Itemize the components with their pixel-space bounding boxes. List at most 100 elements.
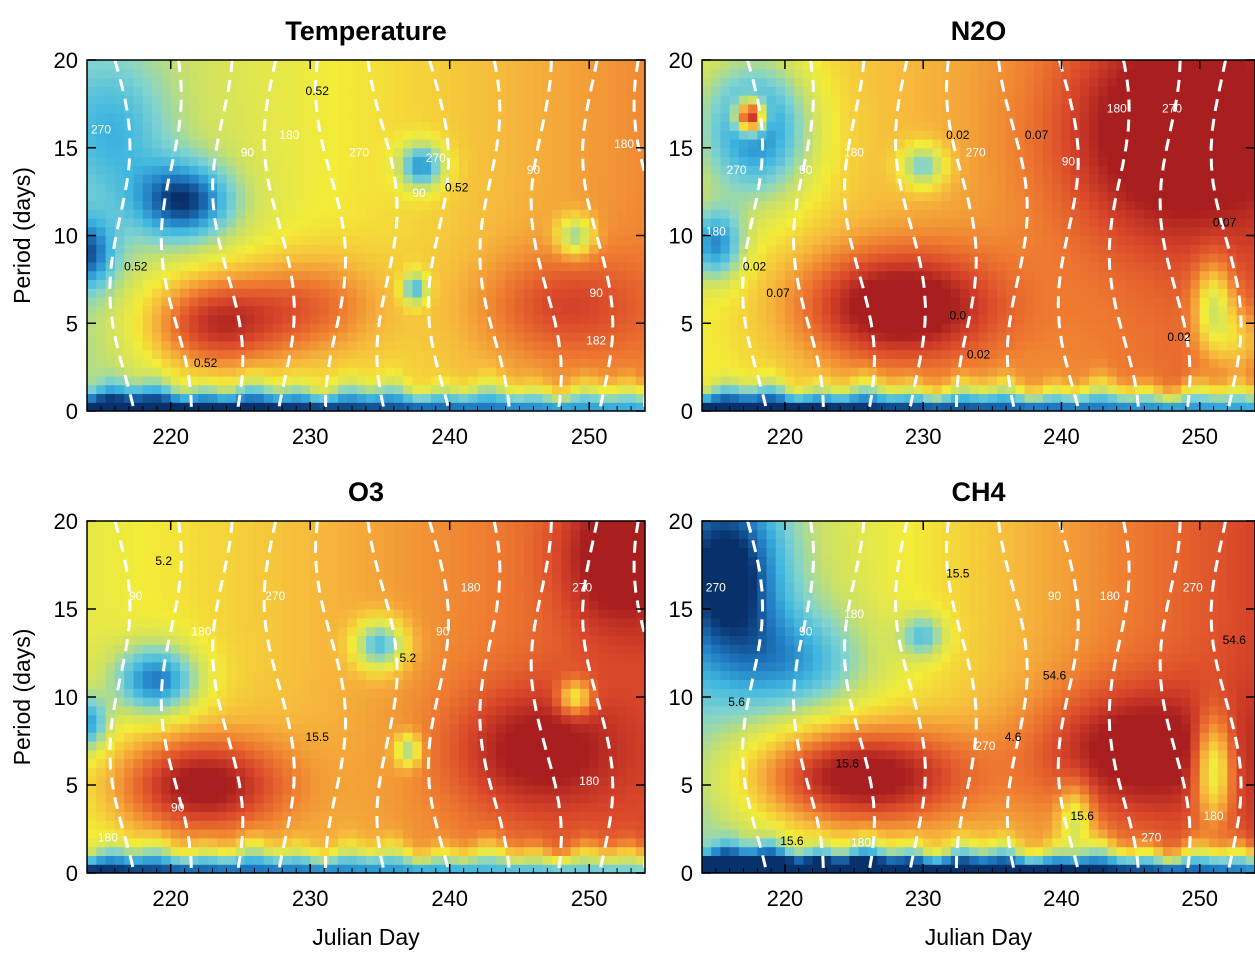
heatmap-cell [338, 147, 348, 158]
heatmap-cell [1107, 253, 1118, 263]
heatmap-cell [440, 375, 451, 386]
heatmap-cell [319, 253, 330, 263]
heatmap-cell [1218, 147, 1228, 158]
heatmap-cell [913, 200, 924, 210]
heatmap-cell [310, 200, 321, 210]
heatmap-cell [1199, 121, 1210, 131]
heatmap-cell [969, 130, 980, 140]
heatmap-cell [978, 60, 989, 70]
heatmap-cell [449, 103, 460, 114]
heatmap-cell [105, 147, 116, 158]
heatmap-cell [738, 165, 749, 175]
heatmap-cell [142, 95, 153, 105]
heatmap-cell [711, 253, 722, 263]
heatmap-cell [421, 200, 432, 210]
heatmap-cell [105, 156, 116, 166]
heatmap-cell [1199, 332, 1210, 342]
heatmap-cell [626, 95, 637, 105]
heatmap-cell [729, 68, 740, 79]
heatmap-cell [941, 165, 952, 175]
heatmap-cell [207, 226, 218, 237]
heatmap-cell [366, 296, 376, 307]
heatmap-cell [1245, 95, 1255, 105]
heatmap-cell [766, 279, 777, 289]
heatmap-cell [505, 226, 516, 237]
heatmap-cell [858, 200, 869, 210]
heatmap-cell [1245, 68, 1255, 79]
heatmap-cell [198, 332, 209, 342]
heatmap-cell [960, 112, 970, 123]
heatmap-cell [300, 402, 311, 411]
heatmap-cell [1153, 349, 1164, 359]
heatmap-cell [393, 112, 404, 123]
heatmap-cell [1052, 103, 1063, 114]
heatmap-cell [702, 393, 712, 403]
heatmap-cell [105, 340, 116, 351]
heatmap-cell [263, 253, 274, 263]
heatmap-cell [328, 130, 339, 140]
heatmap-cell [142, 235, 153, 245]
heatmap-cell [514, 279, 525, 289]
heatmap-cell [1172, 121, 1182, 131]
heatmap-cell [635, 296, 645, 307]
heatmap-cell [1089, 86, 1099, 96]
heatmap-cell [124, 270, 135, 280]
heatmap-cell [1006, 349, 1016, 359]
heatmap-cell [904, 332, 915, 342]
heatmap-cell [124, 349, 135, 359]
heatmap-cell [87, 235, 97, 245]
heatmap-cell [291, 349, 302, 359]
heatmap-cell [987, 112, 998, 123]
heatmap-cell [570, 121, 581, 131]
heatmap-cell [794, 191, 804, 202]
heatmap-cell [152, 138, 162, 149]
heatmap-cell [273, 95, 283, 105]
heatmap-cell [1153, 384, 1164, 395]
heatmap-cell [978, 182, 989, 193]
heatmap-cell [812, 314, 823, 324]
heatmap-cell [1043, 95, 1053, 105]
heatmap-cell [180, 77, 190, 87]
heatmap-cell [757, 103, 768, 114]
heatmap-cell [412, 165, 423, 175]
heatmap-cell [812, 68, 823, 79]
heatmap-cell [932, 165, 943, 175]
heatmap-cell [328, 253, 339, 263]
heatmap-cell [1144, 349, 1155, 359]
heatmap-cell [1144, 244, 1155, 254]
heatmap-cell [356, 270, 367, 280]
heatmap-cell [895, 358, 906, 368]
heatmap-cell [161, 332, 172, 342]
heatmap-cell [180, 138, 190, 149]
heatmap-cell [1052, 358, 1063, 368]
heatmap-cell [867, 95, 878, 105]
heatmap-cell [1218, 95, 1228, 105]
heatmap-cell [720, 288, 731, 298]
heatmap-cell [403, 217, 414, 228]
heatmap-cell [1116, 305, 1127, 316]
heatmap-cell [291, 358, 302, 368]
heatmap-cell [812, 384, 823, 395]
heatmap-cell [310, 156, 321, 166]
heatmap-cell [821, 174, 832, 184]
heatmap-cell [310, 226, 321, 237]
heatmap-cell [226, 191, 237, 202]
heatmap-cell [738, 367, 749, 377]
heatmap-cell [784, 349, 795, 359]
heatmap-cell [720, 182, 731, 193]
heatmap-cell [589, 288, 600, 298]
heatmap-cell [932, 261, 943, 272]
heatmap-cell [1006, 103, 1016, 114]
heatmap-cell [635, 279, 645, 289]
heatmap-cell [589, 253, 600, 263]
heatmap-cell [987, 156, 998, 166]
heatmap-cell [1162, 270, 1173, 280]
heatmap-cell [217, 191, 228, 202]
heatmap-cell [895, 235, 906, 245]
heatmap-cell [1245, 375, 1255, 386]
heatmap-cell [932, 384, 943, 395]
heatmap-cell [867, 305, 878, 316]
heatmap-cell [505, 279, 516, 289]
heatmap-cell [300, 121, 311, 131]
heatmap-cell [1107, 182, 1118, 193]
